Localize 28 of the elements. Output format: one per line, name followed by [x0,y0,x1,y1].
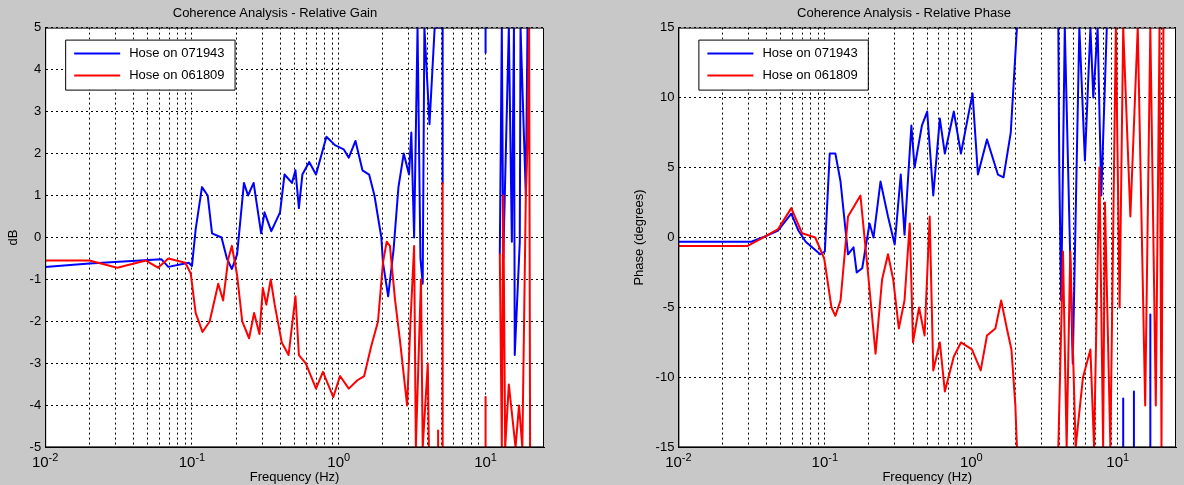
y-tick-label: -5 [29,438,42,454]
y-axis-title: Phase (degrees) [631,189,647,286]
chart-title: Coherence Analysis - Relative Gain [172,5,378,21]
legend-label: Hose on 061809 [129,67,225,83]
y-tick-label: 5 [667,159,675,175]
y-tick-label: -15 [655,438,675,454]
y-tick-label: 4 [33,61,42,77]
y-tick-label: -1 [29,271,42,287]
x-axis-title: Frequency (Hz) [249,468,340,484]
y-tick-label: -10 [655,369,675,385]
y-tick-label: 5 [33,19,42,35]
x-axis-title: Frequency (Hz) [882,468,972,484]
legend-label: Hose on 071943 [129,45,225,61]
y-axis-title: dB [5,229,21,246]
y-tick-label: 3 [33,103,42,119]
y-tick-label: 0 [667,229,675,245]
legend-label: Hose on 061809 [762,67,858,83]
y-tick-label: 2 [33,145,42,161]
y-tick-label: -4 [29,397,42,412]
y-tick-label: -3 [29,355,42,371]
y-tick-label: 0 [33,229,42,245]
y-tick-label: -5 [662,299,675,315]
y-tick-label: 1 [33,187,42,203]
chart-title: Coherence Analysis - Relative Phase [797,5,1011,21]
y-tick-label: 15 [659,19,675,35]
y-tick-label: -2 [29,313,42,329]
y-tick-label: 10 [659,89,675,105]
legend-label: Hose on 071943 [762,45,858,61]
